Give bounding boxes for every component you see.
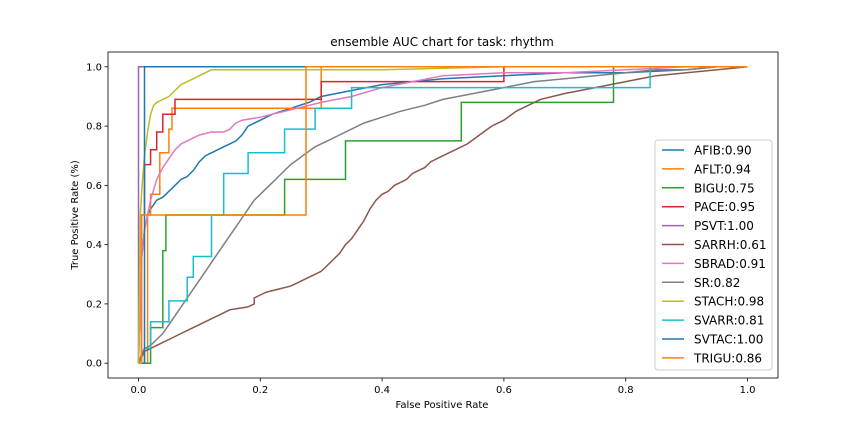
- legend-label-svarr: SVARR:0.81: [694, 314, 764, 328]
- legend-label-sarrh: SARRH:0.61: [694, 238, 767, 252]
- legend-label-aflt: AFLT:0.94: [694, 162, 751, 176]
- series-line-trigu: [138, 66, 748, 364]
- y-tick-label: 0.2: [86, 299, 102, 310]
- series-lines: [137, 66, 748, 364]
- chart-title: ensemble AUC chart for task: rhythm: [330, 35, 554, 49]
- legend-label-sbrad: SBRAD:0.91: [694, 257, 766, 271]
- legend-label-afib: AFIB:0.90: [694, 144, 752, 158]
- x-tick-label: 1.0: [740, 385, 756, 396]
- legend-label-pace: PACE:0.95: [694, 200, 755, 214]
- series-line-sarrh: [137, 66, 748, 364]
- x-axis-label: False Positive Rate: [396, 400, 489, 411]
- y-tick-label: 0.8: [86, 122, 102, 133]
- legend-label-bigu: BIGU:0.75: [694, 181, 755, 195]
- x-tick-label: 0.8: [618, 385, 634, 396]
- y-axis-label: True Positive Rate (%): [70, 160, 81, 271]
- x-tick-label: 0.0: [131, 385, 147, 396]
- x-tick-label: 0.4: [374, 385, 390, 396]
- x-tick-label: 0.2: [252, 385, 268, 396]
- x-axis: 0.0 0.2 0.4 0.6 0.8 1.0: [131, 378, 756, 396]
- series-line-sr: [137, 66, 748, 364]
- series-line-sbrad: [137, 66, 748, 364]
- legend-box: [654, 139, 773, 371]
- y-tick-label: 1.0: [86, 62, 102, 73]
- series-line-bigu: [138, 66, 748, 364]
- legend-label-sr: SR:0.82: [694, 276, 740, 290]
- x-tick-label: 0.6: [496, 385, 512, 396]
- legend-label-svtac: SVTAC:1.00: [694, 333, 763, 347]
- y-tick-label: 0.6: [86, 181, 102, 192]
- legend-label-stach: STACH:0.98: [694, 295, 764, 309]
- y-tick-label: 0.0: [86, 359, 102, 370]
- y-axis: 0.0 0.2 0.4 0.6 0.8 1.0: [86, 62, 108, 370]
- series-line-afib: [137, 66, 748, 364]
- legend-label-trigu: TRIGU:0.86: [693, 351, 762, 365]
- legend: AFIB:0.90 AFLT:0.94 BIGU:0.75 PACE:0.95 PSVT…: [654, 139, 773, 371]
- y-tick-label: 0.4: [86, 240, 102, 251]
- series-line-stach: [137, 66, 748, 364]
- legend-label-psvt: PSVT:1.00: [694, 219, 754, 233]
